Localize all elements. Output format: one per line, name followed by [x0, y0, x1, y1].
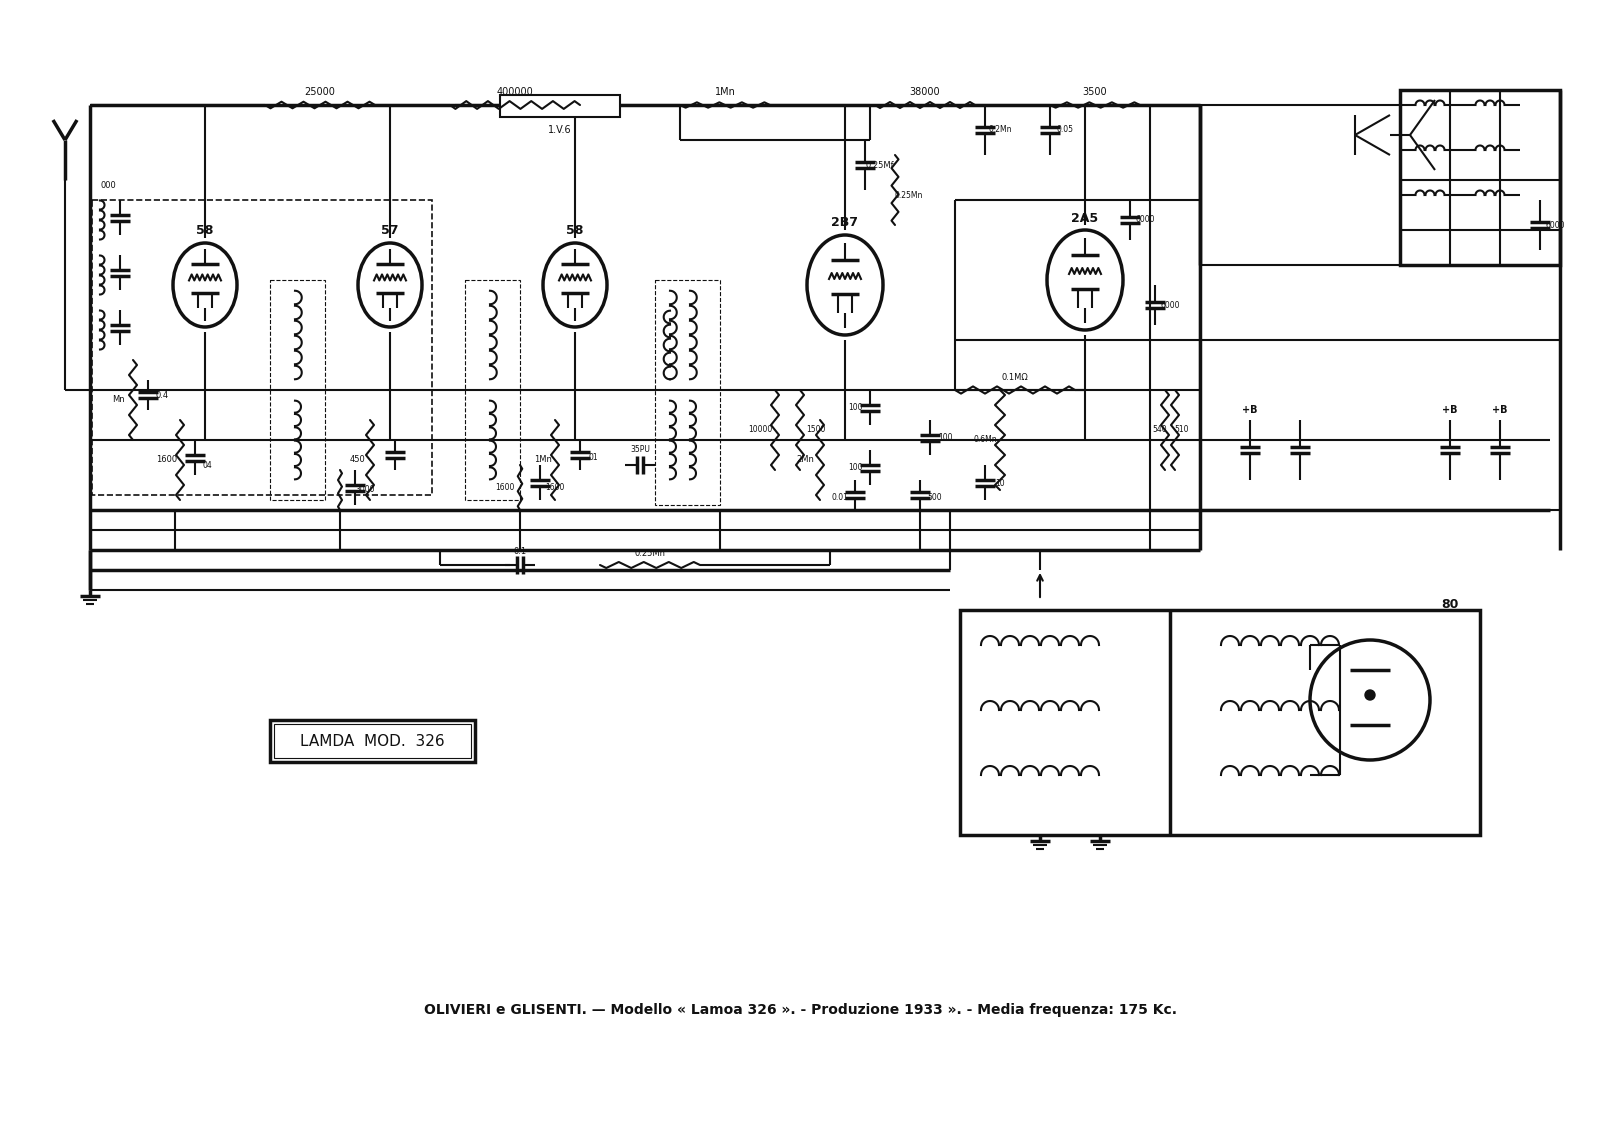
- Bar: [270, 280, 325, 500]
- Text: 01: 01: [589, 454, 598, 463]
- Bar: [1400, 90, 1560, 265]
- Text: 25000: 25000: [304, 87, 336, 97]
- Text: 38000: 38000: [910, 87, 941, 97]
- Circle shape: [1365, 690, 1374, 700]
- Text: 2B7: 2B7: [832, 216, 859, 230]
- Text: 540: 540: [1152, 425, 1168, 434]
- Bar: [960, 610, 1480, 835]
- Text: 80: 80: [1442, 598, 1459, 612]
- Text: 0.1MΩ: 0.1MΩ: [1002, 372, 1029, 381]
- Text: 000: 000: [101, 181, 115, 190]
- Text: +B: +B: [1242, 405, 1258, 415]
- Text: 0.1: 0.1: [514, 547, 526, 556]
- Text: 400000: 400000: [496, 87, 533, 97]
- Bar: [270, 720, 475, 762]
- Text: 1Mn: 1Mn: [715, 87, 736, 97]
- Text: 1600: 1600: [546, 483, 565, 492]
- Bar: [93, 200, 432, 495]
- Bar: [654, 280, 720, 506]
- Text: +B: +B: [1493, 405, 1507, 415]
- Text: 10000: 10000: [747, 425, 773, 434]
- Text: 10: 10: [995, 478, 1005, 487]
- Text: 100: 100: [938, 433, 952, 442]
- Bar: [499, 95, 621, 116]
- Text: 3500: 3500: [1083, 87, 1107, 97]
- Text: 1500: 1500: [806, 425, 826, 434]
- Text: 0.25Mn: 0.25Mn: [894, 190, 923, 199]
- Text: 1600: 1600: [496, 483, 515, 492]
- Text: 58: 58: [197, 224, 214, 238]
- Text: 2Mn: 2Mn: [797, 456, 814, 465]
- Text: OLIVIERI e GLISENTI. — Modello « Lamoa 326 ». - Produzione 1933 ». - Media frequ: OLIVIERI e GLISENTI. — Modello « Lamoa 3…: [424, 1003, 1176, 1017]
- Text: 6000: 6000: [1546, 221, 1565, 230]
- Text: 100: 100: [848, 404, 862, 413]
- Text: 57: 57: [381, 224, 398, 238]
- Text: 0.25Mf: 0.25Mf: [866, 161, 894, 170]
- Text: 1Mn: 1Mn: [534, 456, 552, 465]
- Text: 0.05: 0.05: [1056, 126, 1074, 135]
- Text: 1600: 1600: [157, 456, 178, 465]
- Text: 0.25Mn: 0.25Mn: [635, 549, 666, 558]
- Text: 1.V.6: 1.V.6: [549, 126, 571, 135]
- Text: 0.2Mn: 0.2Mn: [989, 126, 1011, 135]
- Text: LAMDA  MOD.  326: LAMDA MOD. 326: [299, 734, 445, 749]
- Text: 3000: 3000: [355, 485, 374, 494]
- Text: 100: 100: [848, 464, 862, 473]
- Text: +B: +B: [1442, 405, 1458, 415]
- Text: 0.4: 0.4: [155, 390, 168, 399]
- Text: 510: 510: [1174, 425, 1189, 434]
- Text: Mn: Mn: [112, 396, 125, 405]
- Text: 6000: 6000: [1160, 301, 1179, 310]
- Text: 04: 04: [202, 460, 211, 469]
- Text: 6000: 6000: [1136, 216, 1155, 224]
- Text: 500: 500: [928, 493, 942, 502]
- Text: 0.6Mn: 0.6Mn: [973, 435, 997, 444]
- Text: 0.01: 0.01: [832, 493, 848, 502]
- Text: 450: 450: [350, 456, 366, 465]
- Bar: [274, 724, 470, 758]
- Bar: [466, 280, 520, 500]
- Text: 2A5: 2A5: [1072, 211, 1099, 224]
- Text: 58: 58: [566, 224, 584, 238]
- Text: 35PU: 35PU: [630, 446, 650, 455]
